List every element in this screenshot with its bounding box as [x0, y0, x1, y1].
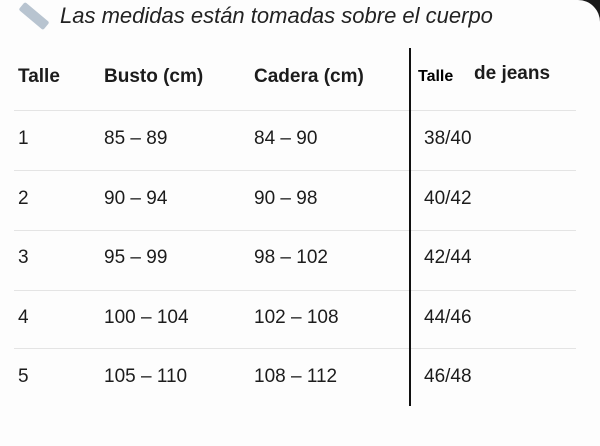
cell-talle: 5	[18, 366, 29, 387]
cell-jeans: 42/44	[424, 247, 472, 268]
header-busto: Busto (cm)	[104, 66, 204, 87]
cell-talle: 1	[18, 128, 29, 149]
row-separator	[14, 110, 576, 111]
cell-cadera: 98 – 102	[254, 247, 328, 268]
cell-busto: 85 – 89	[104, 128, 168, 149]
row-separator	[14, 170, 576, 171]
cell-busto: 90 – 94	[104, 187, 168, 209]
cell-jeans: 38/40	[424, 128, 472, 149]
chart-title: Las medidas están tomadas sobre el cuerp…	[18, 1, 493, 31]
title-text: Las medidas están tomadas sobre el cuerp…	[60, 3, 493, 28]
cell-talle: 4	[18, 306, 29, 328]
cell-cadera: 90 – 98	[254, 187, 318, 209]
row-separator	[14, 290, 576, 291]
ruler-icon	[18, 1, 50, 31]
column-divider	[409, 48, 411, 406]
cell-cadera: 84 – 90	[254, 128, 318, 149]
row-separator	[14, 348, 576, 349]
cell-cadera: 108 – 112	[254, 366, 338, 387]
cell-talle: 2	[18, 187, 29, 209]
header-talle: Talle	[18, 66, 60, 87]
header-jeans-talle: Talle	[418, 68, 454, 85]
cell-jeans: 46/48	[424, 366, 472, 387]
header-cadera: Cadera (cm)	[254, 66, 364, 87]
cell-busto: 105 – 110	[104, 366, 188, 387]
cell-busto: 95 – 99	[104, 247, 168, 268]
cell-jeans: 40/42	[424, 187, 472, 209]
cell-busto: 100 – 104	[104, 306, 189, 328]
cell-jeans: 44/46	[424, 306, 472, 328]
cell-talle: 3	[18, 247, 29, 268]
row-separator	[14, 230, 576, 231]
header-jeans: de jeans	[474, 63, 551, 84]
cell-cadera: 102 – 108	[254, 306, 339, 328]
